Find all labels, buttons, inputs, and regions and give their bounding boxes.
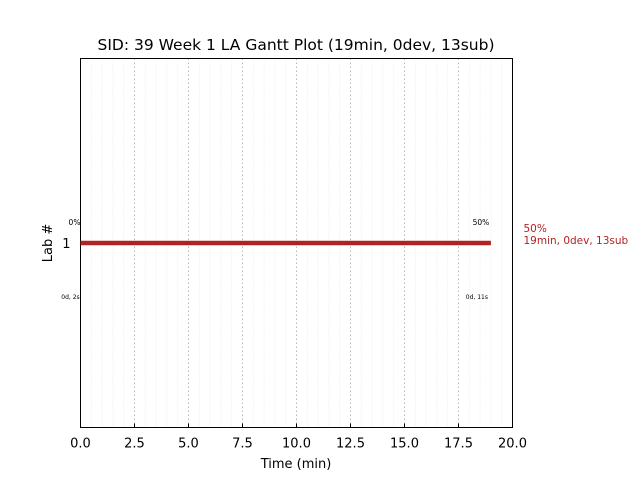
x-tick-label: 2.5 xyxy=(124,437,145,452)
x-tick-label: 20.0 xyxy=(498,437,527,452)
x-tick-label: 7.5 xyxy=(232,437,253,452)
start-time-label: 0d, 2s xyxy=(61,294,79,301)
x-axis-label: Time (min) xyxy=(260,457,332,472)
x-tick-label: 12.5 xyxy=(336,437,365,452)
side-percent-label: 50% xyxy=(524,223,547,235)
x-tick-label: 17.5 xyxy=(444,437,473,452)
end-percent-label: 50% xyxy=(473,218,490,227)
x-tick-label: 0.0 xyxy=(70,437,91,452)
x-tick-label: 5.0 xyxy=(178,437,199,452)
y-axis-label: Lab # xyxy=(41,224,56,263)
start-percent-label: 0% xyxy=(69,218,81,227)
y-tick-label: 1 xyxy=(62,237,70,252)
x-tick-label: 15.0 xyxy=(390,437,419,452)
x-axis-ticks: 0.0 2.5 5.0 7.5 10.0 12.5 15.0 17.5 20.0 xyxy=(70,423,527,452)
x-tick-label: 10.0 xyxy=(282,437,311,452)
end-time-label: 0d, 11s xyxy=(466,294,488,301)
chart-title: SID: 39 Week 1 LA Gantt Plot (19min, 0de… xyxy=(97,36,494,54)
side-summary-label: 19min, 0dev, 13sub xyxy=(524,235,629,247)
